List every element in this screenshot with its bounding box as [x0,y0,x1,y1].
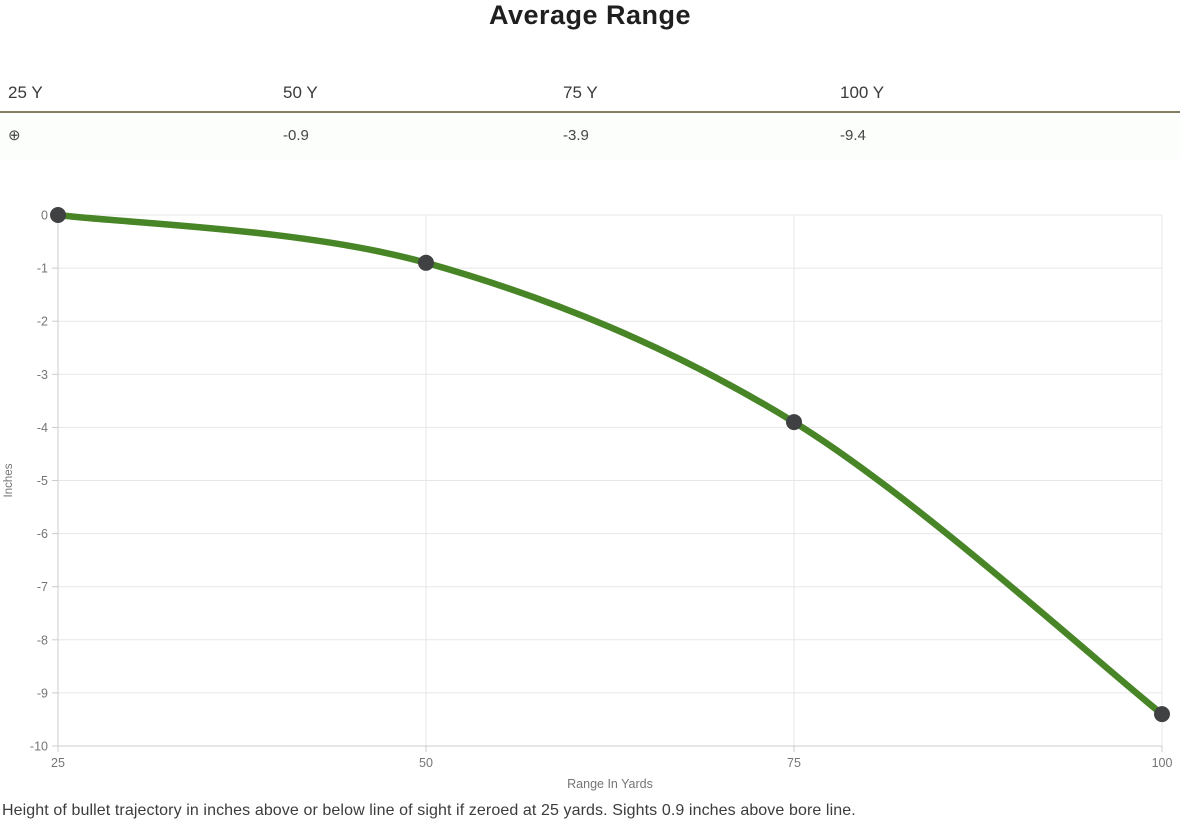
page-title: Average Range [488,0,692,30]
svg-text:-5: -5 [37,474,48,488]
col-header-50y: 50 Y [283,83,318,102]
chart-caption: Height of bullet trajectory in inches ab… [2,802,856,819]
range-table: 25 Y 50 Y 75 Y 100 Y ⊕ -0.9 -3.9 -9.4 [0,76,1180,159]
drop-value-100y: -9.4 [840,127,866,144]
svg-text:-4: -4 [37,421,48,435]
range-table-header: 25 Y 50 Y 75 Y 100 Y [0,76,1180,113]
svg-text:0: 0 [41,209,48,223]
zeroed-symbol-icon: ⊕ [8,127,21,144]
col-header-100y: 100 Y [840,83,885,102]
svg-text:-9: -9 [37,686,48,700]
svg-text:75: 75 [787,756,801,770]
drop-value-50y: -0.9 [283,127,309,144]
svg-text:-8: -8 [37,633,48,647]
svg-text:25: 25 [51,756,65,770]
svg-text:-10: -10 [30,740,48,754]
svg-text:Range In Yards: Range In Yards [567,777,653,791]
trajectory-line-chart: 0 -1 -2 -3 -4 -5 -6 -7 -8 -9 -10 25 50 75 100 Inches Ran… [0,185,1180,795]
svg-text:-1: -1 [37,262,48,276]
svg-text:100: 100 [1152,756,1173,770]
svg-text:50: 50 [419,756,433,770]
svg-text:-7: -7 [37,580,48,594]
svg-text:-3: -3 [37,368,48,382]
svg-text:-2: -2 [37,315,48,329]
range-table-row: ⊕ -0.9 -3.9 -9.4 [0,113,1180,159]
svg-text:-6: -6 [37,527,48,541]
svg-text:Inches: Inches [3,463,15,497]
col-header-25y: 25 Y [8,83,43,102]
drop-value-75y: -3.9 [563,127,589,144]
col-header-75y: 75 Y [563,83,598,102]
